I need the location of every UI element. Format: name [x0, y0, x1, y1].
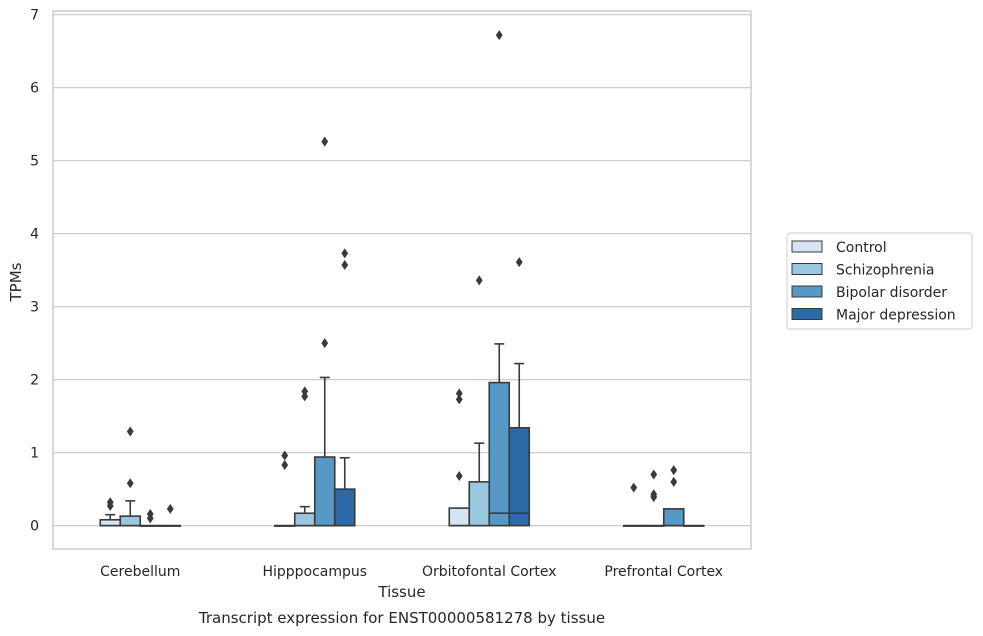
legend-label-1: Control	[836, 240, 887, 256]
outlier-point-1	[126, 478, 134, 489]
x-axis-label: Tissue	[377, 583, 425, 601]
plot-frame	[52, 10, 752, 550]
outlier-point-2	[106, 497, 114, 508]
outlier-point-2	[126, 426, 134, 437]
box-3-3	[488, 30, 511, 527]
y-axis-ticks: 0 1 2 3 4 5 6 7	[30, 8, 39, 535]
outlier-point-1	[475, 275, 483, 286]
box-3-2	[313, 136, 336, 527]
box-4-1	[159, 503, 182, 527]
y-tick-label-3: 3	[30, 300, 39, 316]
box-1-4	[622, 482, 645, 527]
box-body	[662, 508, 685, 527]
box-4-2	[333, 248, 356, 527]
x-tick-label-1: Cerebellum	[100, 564, 180, 580]
box-body	[333, 488, 356, 527]
outlier-point-2	[670, 465, 678, 476]
y-tick-label-2: 2	[30, 373, 39, 389]
chart-caption: Transcript expression for ENST0000058127…	[198, 609, 605, 627]
box-4-4	[682, 524, 705, 527]
legend-label-2: Schizophrenia	[836, 263, 934, 279]
x-tick-label-4: Prefrontal Cortex	[604, 564, 723, 580]
outlier-point-1	[166, 503, 174, 514]
box-2-3	[468, 275, 491, 527]
legend-swatch-1	[791, 240, 823, 253]
box-body	[99, 519, 122, 527]
series-1	[99, 388, 645, 527]
outlier-point-1	[301, 391, 309, 402]
box-plot-groups	[99, 30, 705, 527]
box-body	[448, 507, 471, 527]
box-body	[313, 456, 336, 527]
series-2	[119, 275, 665, 527]
outlier-point-1	[670, 476, 678, 487]
y-axis-label: TPMs	[7, 262, 25, 302]
y-tick-label-5: 5	[30, 154, 39, 170]
box-1-2	[273, 450, 296, 527]
y-tick-label-0: 0	[30, 519, 39, 535]
box-body	[119, 515, 142, 527]
outlier-point-1	[630, 482, 638, 493]
outlier-point-1	[495, 30, 503, 41]
y-tick-label-1: 1	[30, 446, 39, 462]
outlier-point-1	[281, 460, 289, 471]
box-body	[508, 427, 531, 527]
series-3	[139, 30, 685, 527]
legend: Control Schizophrenia Bipolar disorder Majo…	[786, 232, 973, 330]
x-tick-label-2: Hipppocampus	[262, 564, 367, 580]
box-body	[488, 381, 511, 527]
outlier-point-2	[301, 386, 309, 397]
legend-swatch-3	[791, 285, 823, 298]
x-tick-label-3: Orbitofontal Cortex	[422, 564, 557, 580]
box-3-1	[139, 508, 162, 527]
outlier-point-3	[650, 469, 658, 480]
outlier-point-1	[515, 257, 523, 268]
outlier-point-2	[321, 136, 329, 147]
box-3-4	[662, 465, 685, 527]
box-body	[293, 512, 316, 527]
y-tick-label-6: 6	[30, 81, 39, 97]
legend-swatch-2	[791, 263, 823, 275]
box-2-4	[642, 469, 665, 527]
outlier-point-3	[455, 388, 463, 399]
outlier-point-2	[455, 394, 463, 405]
legend-label-4: Major depression	[836, 308, 956, 324]
outlier-point-1	[321, 338, 329, 349]
series-4	[159, 248, 705, 527]
box-body	[468, 481, 491, 527]
box-1-3	[448, 388, 471, 527]
legend-label-3: Bipolar disorder	[836, 285, 947, 301]
legend-frame	[786, 232, 973, 330]
outlier-point-2	[341, 248, 349, 259]
box-4-3	[508, 257, 531, 527]
legend-swatch-4	[791, 308, 823, 320]
outlier-point-2	[650, 489, 658, 500]
outlier-point-2	[281, 450, 289, 461]
outlier-point-2	[146, 508, 154, 519]
y-tick-label-4: 4	[30, 227, 39, 243]
outlier-point-1	[455, 471, 463, 482]
box-2-2	[293, 386, 316, 527]
box-2-1	[119, 426, 142, 527]
x-axis-ticks: Cerebellum Hipppocampus Orbitofontal Corte…	[100, 564, 723, 580]
grid-lines	[53, 14, 751, 527]
y-tick-label-7: 7	[30, 8, 39, 24]
outlier-point-1	[341, 260, 349, 271]
box-1-1	[99, 497, 122, 527]
